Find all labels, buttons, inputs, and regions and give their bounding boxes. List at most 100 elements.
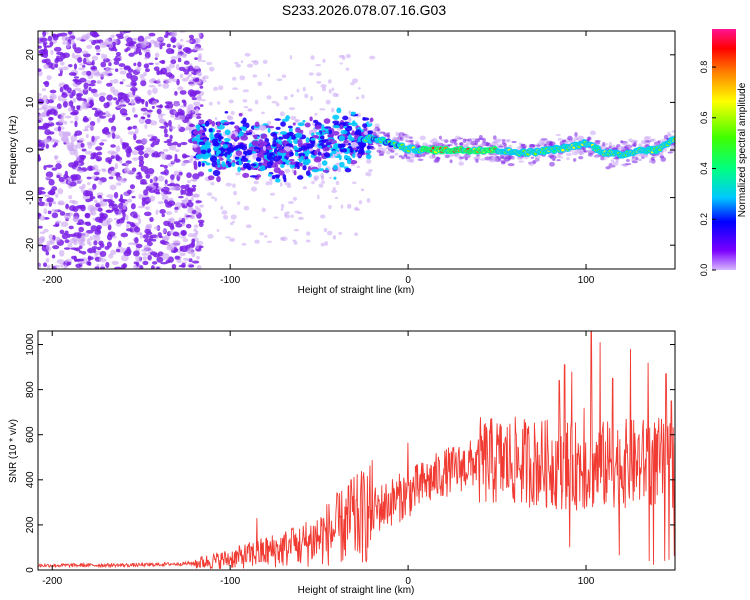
spectrogram-signal-blob <box>207 175 215 181</box>
spectrogram-signal-blob <box>199 104 204 107</box>
spectrogram-noise-blob <box>133 226 141 233</box>
spectrogram-signal-blob <box>216 158 220 165</box>
spectrogram-noise-blob <box>167 183 173 187</box>
spectrogram-halo-blob <box>634 156 639 161</box>
spectrogram-signal-blob <box>201 162 205 167</box>
spectrogram-halo-blob <box>477 154 481 158</box>
spectrogram-noise-blob <box>174 202 183 209</box>
snr-ylabel: SNR (10 * v/v) <box>8 419 19 483</box>
spectrogram-noise-blob <box>43 194 51 198</box>
spectrogram-noise-blob <box>46 111 50 117</box>
spectrogram-signal-blob <box>316 148 321 153</box>
spectrogram-noise-blob <box>163 128 168 135</box>
spectrogram-halo-blob <box>594 141 601 145</box>
spectrogram-noise-blob <box>128 52 135 57</box>
spectrogram-noise-blob <box>188 112 193 120</box>
spectrogram-ytick-label: -10 <box>25 190 36 205</box>
spectrogram-noise-blob <box>130 98 134 105</box>
spectrogram-noise-blob <box>143 189 149 196</box>
spectrogram-signal-blob <box>361 142 366 148</box>
spectrogram-halo-blob <box>500 161 506 165</box>
spectrogram-noise-blob <box>75 155 80 162</box>
spectrogram-faint-blob <box>354 232 359 237</box>
spectrogram-signal-blob <box>193 164 198 170</box>
spectrogram-noise-blob <box>64 170 68 176</box>
spectrogram-halo-blob <box>648 159 655 164</box>
spectrogram-noise-blob <box>147 254 152 261</box>
spectrogram-noise-blob <box>174 209 179 213</box>
spectrogram-faint-blob <box>229 237 236 242</box>
spectrogram-faint-blob <box>201 60 206 63</box>
spectrogram-noise-blob <box>48 179 55 186</box>
spectrogram-signal-blob <box>327 145 331 148</box>
snr-ytick-label: 800 <box>25 381 36 398</box>
spectrogram-noise-blob <box>87 255 92 262</box>
spectrogram-halo-blob <box>493 135 497 140</box>
spectrogram-noise-blob <box>88 241 92 246</box>
spectrogram-signal-blob <box>331 131 340 136</box>
spectrogram-faint-blob <box>320 180 326 184</box>
spectrogram-halo-blob <box>479 158 487 161</box>
spectrogram-noise-blob <box>122 145 127 150</box>
spectrogram-halo-blob <box>376 149 382 153</box>
spectrogram-signal-blob <box>325 141 332 146</box>
spectrogram-noise-blob <box>133 114 138 118</box>
spectrogram-noise-blob <box>99 115 106 119</box>
spectrogram-noise-blob <box>134 146 142 151</box>
spectrogram-noise-blob <box>113 191 119 199</box>
spectrogram-halo-blob <box>622 141 629 146</box>
spectrogram-noise-blob <box>108 42 114 49</box>
spectrogram-signal-blob <box>351 122 358 127</box>
spectrogram-signal-blob <box>348 116 352 123</box>
spectrogram-faint-blob <box>287 201 294 205</box>
spectrogram-noise-blob <box>119 81 124 85</box>
spectrogram-noise-blob <box>86 60 92 64</box>
spectrogram-noise-blob <box>135 255 141 261</box>
spectrogram-signal-blob <box>266 161 273 167</box>
spectrogram-noise-blob <box>55 193 59 198</box>
spectrogram-noise-blob <box>59 211 66 216</box>
spectrogram-noise-blob <box>96 110 104 117</box>
spectrogram-noise-blob <box>45 171 54 178</box>
spectrogram-noise-blob <box>130 75 139 82</box>
spectrogram-noise-blob <box>45 143 50 149</box>
spectrogram-signal-blob <box>343 139 349 144</box>
spectrogram-noise-blob <box>193 228 197 232</box>
spectrogram-noise-blob <box>175 63 180 71</box>
spectrogram-signal-blob <box>352 153 356 159</box>
spectrogram-noise-blob <box>194 205 199 210</box>
spectrogram-noise-blob <box>116 105 124 109</box>
spectrogram-faint-blob <box>239 75 246 81</box>
spectrogram-noise-blob <box>186 111 191 115</box>
spectrogram-signal-blob <box>258 125 267 131</box>
spectrogram-signal-blob <box>242 172 250 178</box>
spectrogram-noise-blob <box>141 98 145 105</box>
spectrogram-noise-blob <box>38 236 45 243</box>
spectrogram-noise-blob <box>81 148 87 152</box>
spectrogram-signal-blob <box>245 162 251 170</box>
spectrogram-halo-blob <box>604 143 609 146</box>
spectrogram-signal-blob <box>346 125 352 129</box>
spectrogram-noise-blob <box>189 207 194 212</box>
spectrogram-noise-blob <box>79 242 86 247</box>
spectrogram-halo-blob <box>470 140 477 146</box>
spectrogram-noise-blob <box>124 48 129 53</box>
spectrogram-noise-blob <box>49 41 54 47</box>
spectrogram-noise-blob <box>56 259 65 264</box>
spectrogram-halo-blob <box>491 141 499 146</box>
spectrogram-noise-blob <box>171 263 177 269</box>
spectrogram-signal-blob <box>352 147 358 151</box>
spectrogram-noise-blob <box>76 232 82 239</box>
spectrogram-signal-blob <box>339 161 345 168</box>
spectrogram-noise-blob <box>182 155 190 158</box>
spectrogram-halo-blob <box>603 157 607 161</box>
spectrogram-noise-blob <box>161 253 170 260</box>
spectrogram-noise-blob <box>105 67 109 74</box>
spectrogram-signal-blob <box>272 140 277 146</box>
spectrogram-faint-blob <box>271 100 278 104</box>
snr-ytick-label: 200 <box>25 516 36 533</box>
spectrogram-noise-blob <box>178 220 184 223</box>
spectrogram-noise-blob <box>67 177 71 185</box>
spectrogram-faint-blob <box>221 210 228 215</box>
spectrogram-signal-blob <box>296 175 304 180</box>
